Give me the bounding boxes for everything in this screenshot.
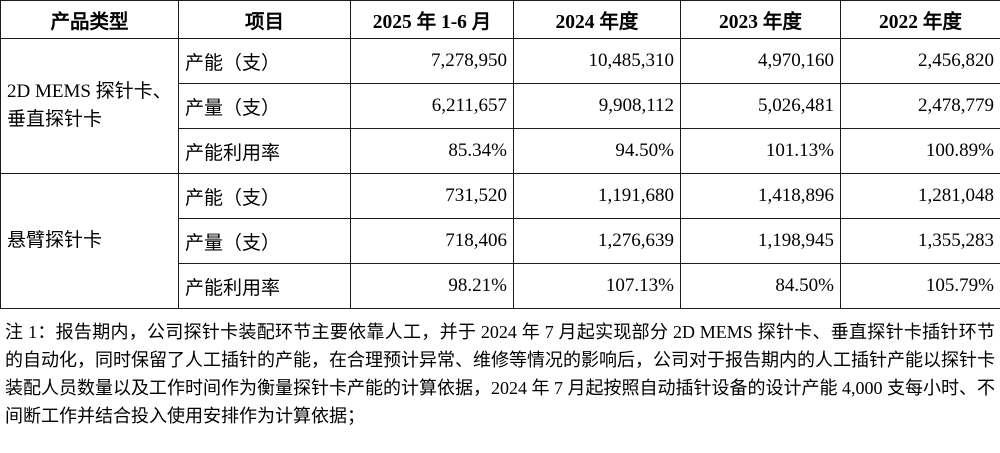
table-row: 产能利用率 85.34% 94.50% 101.13% 100.89% [1, 128, 1000, 174]
value-cell: 4,970,160 [680, 38, 841, 84]
col-header-2024: 2024 年度 [513, 0, 681, 39]
table-row: 2D MEMS 探针卡、垂直探针卡 产能（支） 7,278,950 10,485… [0, 38, 1000, 174]
product-type-cell-mems-vertical: 2D MEMS 探针卡、垂直探针卡 [0, 38, 179, 174]
value-cell: 98.21% [350, 263, 514, 309]
value-cell: 85.34% [350, 128, 514, 174]
item-cell: 产能（支） [178, 173, 351, 219]
value-cell: 94.50% [513, 128, 681, 174]
item-cell: 产能利用率 [178, 263, 351, 309]
value-cell: 731,520 [350, 173, 514, 219]
value-cell: 101.13% [680, 128, 841, 174]
header-row: 产品类型 项目 2025 年 1-6 月 2024 年度 2023 年度 202… [0, 0, 1000, 39]
value-cell: 1,198,945 [680, 218, 841, 264]
item-cell: 产量（支） [178, 218, 351, 264]
item-cell: 产能（支） [178, 38, 351, 84]
value-cell: 1,418,896 [680, 173, 841, 219]
capacity-table: 产品类型 项目 2025 年 1-6 月 2024 年度 2023 年度 202… [0, 0, 1000, 309]
value-cell: 100.89% [840, 128, 1000, 174]
col-header-2022: 2022 年度 [840, 0, 1000, 39]
value-cell: 105.79% [840, 263, 1000, 309]
value-cell: 84.50% [680, 263, 841, 309]
product-type-cell-cantilever: 悬臂探针卡 [0, 173, 179, 309]
col-header-2023: 2023 年度 [680, 0, 841, 39]
value-cell: 2,478,779 [840, 83, 1000, 129]
value-cell: 10,485,310 [513, 38, 681, 84]
col-header-item: 项目 [178, 0, 351, 39]
value-cell: 107.13% [513, 263, 681, 309]
value-cell: 6,211,657 [350, 83, 514, 129]
col-header-product-type: 产品类型 [0, 0, 179, 39]
value-cell: 1,355,283 [840, 218, 1000, 264]
value-cell: 1,191,680 [513, 173, 681, 219]
item-cell: 产能利用率 [178, 128, 351, 174]
table-row: 产量（支） 718,406 1,276,639 1,198,945 1,355,… [1, 218, 1000, 264]
value-cell: 2,456,820 [840, 38, 1000, 84]
value-cell: 9,908,112 [513, 83, 681, 129]
table-row: 产能利用率 98.21% 107.13% 84.50% 105.79% [1, 263, 1000, 309]
value-cell: 718,406 [350, 218, 514, 264]
item-cell: 产量（支） [178, 83, 351, 129]
table-row: 悬臂探针卡 产能（支） 731,520 1,191,680 1,418,896 … [0, 173, 1000, 309]
footnote: 注 1：报告期内，公司探针卡装配环节主要依靠人工，并于 2024 年 7 月起实… [5, 322, 995, 426]
col-header-2025h1: 2025 年 1-6 月 [350, 0, 514, 39]
value-cell: 1,276,639 [513, 218, 681, 264]
value-cell: 1,281,048 [840, 173, 1000, 219]
table-row: 产量（支） 6,211,657 9,908,112 5,026,481 2,47… [1, 83, 1000, 129]
value-cell: 7,278,950 [350, 38, 514, 84]
value-cell: 5,026,481 [680, 83, 841, 129]
